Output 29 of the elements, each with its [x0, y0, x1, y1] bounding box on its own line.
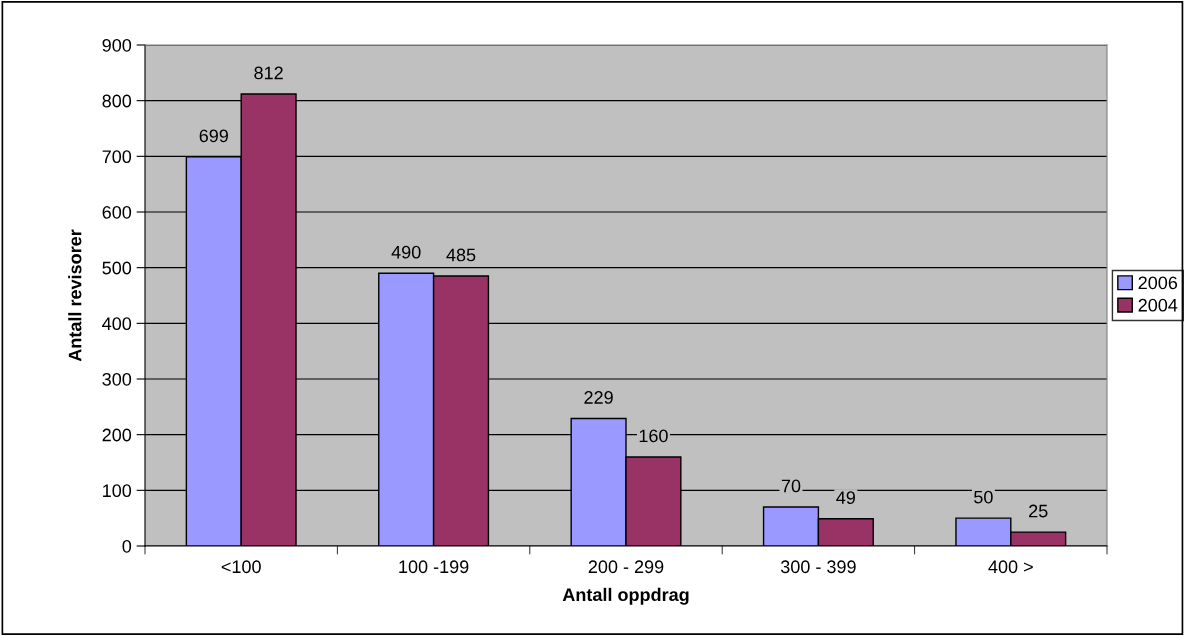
- data-label: 160: [639, 429, 668, 443]
- x-tick-label: 200 - 299: [588, 560, 664, 574]
- y-tick-label: 900: [102, 38, 132, 52]
- y-tick-label: 0: [122, 539, 132, 553]
- y-tick-label: 200: [102, 428, 132, 442]
- y-tick-label: 700: [102, 150, 132, 164]
- x-tick-label: 300 - 399: [780, 560, 856, 574]
- y-tick-label: 800: [102, 94, 132, 108]
- data-label: 699: [199, 129, 228, 143]
- y-tick-label: 400: [102, 317, 132, 331]
- data-label: 229: [584, 391, 613, 404]
- data-label: 490: [391, 245, 421, 259]
- x-axis-title: Antall oppdrag: [562, 587, 689, 605]
- data-label: 812: [254, 66, 283, 80]
- x-tick-label: 100 -199: [399, 560, 469, 574]
- y-tick-label: 500: [102, 261, 132, 275]
- legend-label: 2006: [1138, 276, 1178, 290]
- y-axis-title: Antall revisorer: [68, 229, 82, 362]
- x-tick-label: 400 >: [988, 560, 1033, 574]
- data-label: 49: [836, 491, 855, 505]
- data-label: 485: [446, 248, 476, 262]
- y-tick-label: 300: [102, 372, 132, 386]
- x-tick-label: <100: [221, 560, 261, 574]
- legend-label: 2004: [1138, 298, 1178, 312]
- data-label: 70: [781, 479, 801, 493]
- data-label: 25: [1029, 504, 1048, 518]
- y-tick-label: 600: [102, 205, 132, 219]
- y-tick-label: 100: [103, 484, 132, 498]
- data-label: 50: [974, 490, 993, 504]
